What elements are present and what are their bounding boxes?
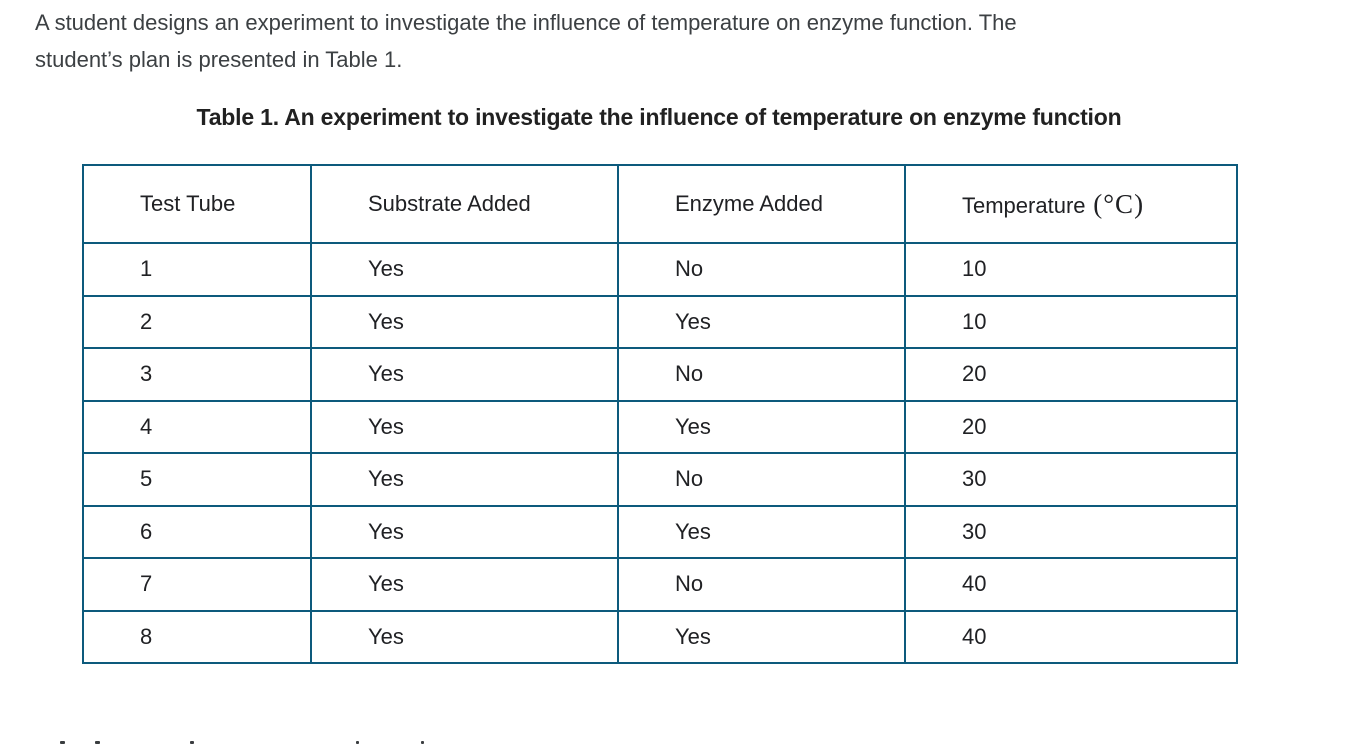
column-header: Temperature (°C)	[904, 164, 1238, 244]
document-page: A student designs an experiment to inves…	[0, 4, 1367, 744]
table-cell: Yes	[310, 347, 619, 402]
table-cell: 20	[904, 347, 1238, 402]
table-cell: 20	[904, 399, 1238, 454]
question-intro: A student designs an experiment to inves…	[35, 4, 1332, 78]
table-header-row: Test Tube Substrate Added Enzyme Added Temp…	[82, 164, 1238, 244]
table-cell: Yes	[310, 399, 619, 454]
table-cell: Yes	[617, 399, 906, 454]
column-header: Substrate Added	[310, 164, 619, 244]
table-cell: 5	[82, 452, 312, 507]
table-row: 8 Yes Yes 40	[82, 609, 1238, 664]
table-body: 1 Yes No 10 2 Yes Yes 10 3 Yes No 20 4 Yes Yes 20 5 Yes No…	[82, 242, 1238, 664]
table-cell: Yes	[310, 452, 619, 507]
table-cell: Yes	[310, 609, 619, 664]
table-cell: 10	[904, 242, 1238, 297]
table-caption: Table 1. An experiment to investigate th…	[196, 104, 1122, 130]
table-cell: Yes	[310, 557, 619, 612]
table-cell: No	[617, 557, 906, 612]
table-cell: Yes	[617, 294, 906, 349]
table-cell: 7	[82, 557, 312, 612]
table-cell: 8	[82, 609, 312, 664]
table-row: 4 Yes Yes 20	[82, 399, 1238, 454]
table-cell: Yes	[617, 609, 906, 664]
table-cell: 2	[82, 294, 312, 349]
table-cell: 40	[904, 557, 1238, 612]
table-cell: Yes	[310, 294, 619, 349]
table-cell: Yes	[310, 242, 619, 297]
table-cell: 6	[82, 504, 312, 559]
column-header-label: Temperature	[962, 192, 1086, 218]
table-cell: 30	[904, 452, 1238, 507]
experiment-table: Test Tube Substrate Added Enzyme Added Temp…	[82, 164, 1238, 664]
column-header-label: Enzyme Added	[675, 191, 823, 216]
table-row: 5 Yes No 30	[82, 452, 1238, 507]
table-cell: No	[617, 452, 906, 507]
table-cell: 1	[82, 242, 312, 297]
column-header-label: Test Tube	[140, 191, 236, 216]
question-intro-line1: A student designs an experiment to inves…	[35, 10, 1017, 35]
table-cell: 4	[82, 399, 312, 454]
table-row: 2 Yes Yes 10	[82, 294, 1238, 349]
table-cell: No	[617, 242, 906, 297]
column-header-label: Substrate Added	[368, 191, 531, 216]
table-cell: 30	[904, 504, 1238, 559]
table-row: 6 Yes Yes 30	[82, 504, 1238, 559]
column-header: Enzyme Added	[617, 164, 906, 244]
table-section: Table 1. An experiment to investigate th…	[82, 104, 1238, 664]
question-intro-line2: student’s plan is presented in Table 1.	[35, 47, 403, 72]
table-cell: Yes	[617, 504, 906, 559]
table-cell: 40	[904, 609, 1238, 664]
table-row: 3 Yes No 20	[82, 347, 1238, 402]
column-header: Test Tube	[82, 164, 312, 244]
table-cell: 10	[904, 294, 1238, 349]
temperature-unit: (°C)	[1085, 188, 1145, 219]
table-cell: Yes	[310, 504, 619, 559]
table-cell: No	[617, 347, 906, 402]
table-row: 7 Yes No 40	[82, 557, 1238, 612]
table-cell: 3	[82, 347, 312, 402]
table-row: 1 Yes No 10	[82, 242, 1238, 297]
